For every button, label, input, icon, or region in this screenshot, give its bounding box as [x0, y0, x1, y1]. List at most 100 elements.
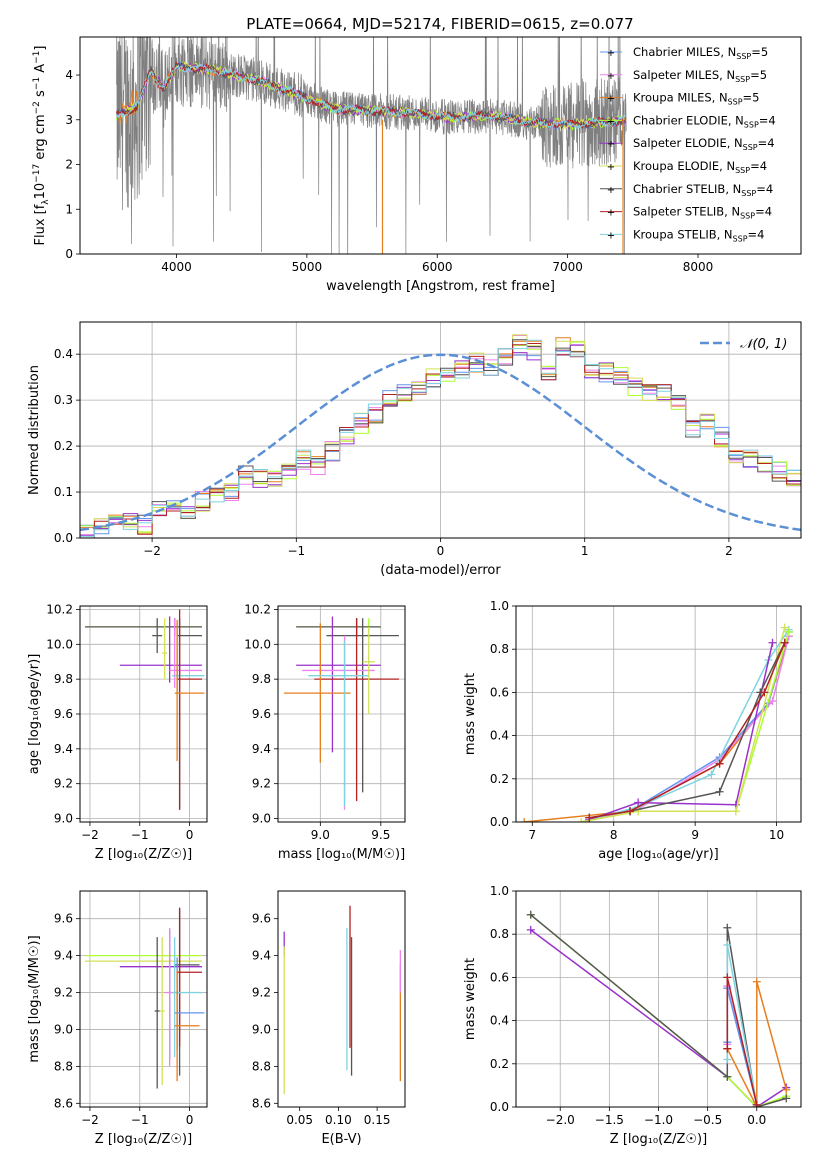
series-marker: [526, 925, 535, 934]
legend-label: 𝒩(0, 1): [740, 337, 787, 352]
legend-label-sub: SSP: [728, 98, 743, 107]
y-axis-label: age [log₁₀(age/yr)]: [27, 654, 42, 775]
series-marker: [752, 977, 761, 986]
x-axis-label: (data-model)/error: [380, 563, 501, 578]
series-marker: [782, 1094, 791, 1103]
legend-marker: +: [607, 94, 615, 105]
x-tick-label: 2: [725, 544, 733, 558]
x-tick-label: 8000: [683, 260, 714, 274]
x-axis-label: mass [log₁₀(M/M☉)]: [278, 847, 405, 862]
series-marker: [577, 818, 586, 822]
legend-label: Salpeter ELODIE, NSSP=4: [633, 136, 775, 152]
y-label-part: λ: [41, 199, 51, 205]
error-bar-point: [326, 618, 399, 793]
error-bar-point: [362, 626, 375, 714]
mass-weight-series: [723, 941, 761, 1107]
x-tick-label: −1.0: [644, 1113, 673, 1127]
series-marker: [634, 807, 643, 816]
y-label-part: −17: [32, 164, 42, 183]
axes-frame: 9.0 9.5 9.0 9.2 9.4 9.6 9.8 10.0 10.2 mass [log₁₀…: [244, 602, 406, 862]
legend-label: Chabrier MILES, NSSP=5: [633, 45, 768, 61]
legend-label-main: Chabrier MILES, N: [633, 45, 736, 59]
y-tick-label: 9.2: [252, 986, 271, 1000]
mass-weight-series: [577, 623, 789, 822]
legend: + Chabrier MILES, NSSP=5+ Salpeter MILES, …: [600, 45, 776, 243]
series-marker: [782, 1085, 791, 1094]
legend-marker: +: [607, 48, 615, 59]
y-tick-label: 9.4: [252, 742, 271, 756]
residuals-panel: −2 −1 0 1 2 0.0 0.1 0.2 0.3 0.4 (data-model)/error…: [27, 321, 802, 578]
error-bar-point: [174, 970, 200, 1082]
x-tick-label: −2: [143, 544, 161, 558]
mass-weight-series: [585, 638, 789, 822]
y-tick-label: 0.3: [54, 393, 73, 407]
y-label-part: −2: [32, 101, 42, 114]
y-tick-label: 9.2: [54, 777, 73, 791]
y-tick-label: 9.2: [252, 777, 271, 791]
spectrum-panel: 4000 5000 6000 7000 8000 0 1 2 3 4 wavelength [Ang…: [32, 36, 802, 294]
y-tick-label: 9.4: [252, 949, 271, 963]
series-marker: [784, 627, 793, 636]
x-tick-label: 0: [186, 828, 194, 842]
y-tick-label: 2: [65, 158, 73, 172]
legend-label-main: Salpeter ELODIE, N: [633, 136, 743, 150]
y-tick-label: 9.0: [54, 1022, 73, 1036]
x-tick-label: −2: [81, 828, 99, 842]
residual-histogram-step: [80, 339, 801, 538]
series-marker: [715, 759, 724, 768]
mass-weight-vs-age-panel: 7 8 9 10 0.0 0.2 0.4 0.6 0.8 1.0 age [log₁₀(age/yr…: [463, 599, 802, 862]
x-axis-label: wavelength [Angstrom, rest frame]: [326, 279, 555, 294]
x-tick-label: 4000: [161, 260, 192, 274]
y-tick-label: 0.2: [490, 772, 509, 786]
x-tick-label: 7000: [552, 260, 583, 274]
legend-label-main: Salpeter MILES, N: [633, 68, 735, 82]
y-label-part: Flux [f: [33, 204, 48, 245]
error-bar-point: [308, 640, 369, 807]
x-tick-label: 1: [581, 544, 589, 558]
x-tick-label: 8: [610, 828, 618, 842]
error-bar-point: [296, 616, 381, 753]
x-tick-label: 0: [186, 1113, 194, 1127]
x-tick-label: 10: [769, 828, 784, 842]
mass-weight-series: [723, 973, 761, 1107]
legend-marker: +: [607, 208, 615, 219]
series-marker: [723, 941, 732, 949]
y-tick-label: 9.6: [252, 707, 271, 721]
legend-label-tail: =5: [751, 45, 768, 59]
y-axis-label: Flux [fλ10−17 erg cm−2 s−1 A−1]: [32, 46, 51, 246]
error-bar-point: [177, 907, 203, 1047]
x-tick-label: 9: [691, 828, 699, 842]
y-tick-label: 9.8: [54, 672, 73, 686]
legend-marker: +: [607, 185, 615, 196]
y-tick-label: 0.2: [490, 1057, 509, 1071]
series-marker: [723, 973, 732, 982]
age-vs-mass-panel: 9.0 9.5 9.0 9.2 9.4 9.6 9.8 10.0 10.2 mass [log₁₀…: [244, 602, 406, 862]
legend-label-sub: SSP: [744, 120, 759, 129]
plot-area: [80, 334, 801, 538]
error-bar-point: [169, 618, 203, 688]
x-tick-label: 9.0: [311, 828, 330, 842]
x-tick-label: 6000: [422, 260, 453, 274]
plot-area: [84, 907, 205, 1089]
y-tick-label: 0.0: [490, 815, 509, 829]
plot-area: [520, 623, 793, 822]
series-marker: [752, 1100, 761, 1107]
legend-label-sub: SSP: [740, 212, 755, 221]
plot-area: [116, 37, 627, 254]
mass-weight-vs-z-panel: −2.0 −1.5 −1.0 −0.5 0.0 0.0 0.2 0.4 0.6 0.8 1.0 Z […: [463, 884, 802, 1147]
axes-frame: 4000 5000 6000 7000 8000 0 1 2 3 4 wavelength [Ang…: [32, 36, 802, 294]
legend-label-main: Kroupa MILES, N: [633, 91, 728, 105]
y-tick-label: 0.8: [490, 642, 509, 656]
legend-label-sub: SSP: [733, 234, 748, 243]
legend-label-tail: =5: [743, 91, 760, 105]
y-tick-label: 0.6: [490, 685, 509, 699]
legend-label-tail: =4: [755, 205, 772, 219]
series-line: [524, 635, 790, 822]
y-tick-label: 8.8: [252, 1059, 271, 1073]
y-tick-label: 9.4: [54, 742, 73, 756]
legend-label: Chabrier STELIB, NSSP=4: [633, 182, 773, 198]
error-bar-point: [152, 618, 163, 654]
y-tick-label: 8.6: [54, 1096, 73, 1110]
error-bar-point: [119, 616, 203, 683]
grid-lines: [516, 605, 801, 823]
